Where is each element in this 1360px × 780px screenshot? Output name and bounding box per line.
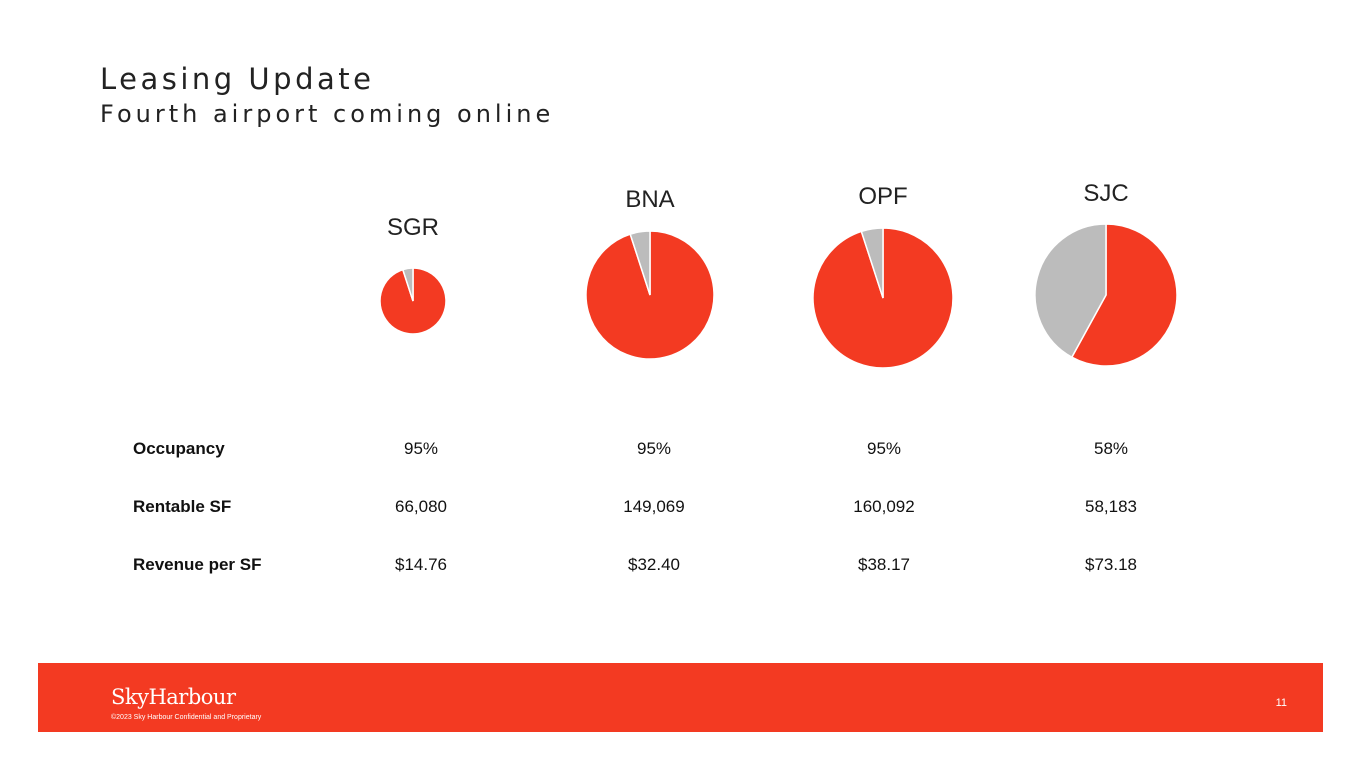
occupancy-opf: 95% [866,439,902,458]
occupancy-sgr: 95% [403,439,439,458]
rentable-sf-sgr: 66,080 [395,497,447,516]
row-label-revenue-per-sf: Revenue per SF [133,555,262,574]
footer-bar: SkyHarbour ©2023 Sky Harbour Confidentia… [38,663,1323,732]
pie-label-opf: OPF [858,183,907,210]
pie-slice-vacant-sjc [1034,223,1107,359]
pie-slice-vacant-sgr [401,267,414,302]
pie-label-sjc: SJC [1083,180,1128,207]
rentable-sf-opf: 160,092 [853,497,915,516]
row-label-occupancy: Occupancy [133,439,225,458]
slide-title: Leasing Update [100,62,375,96]
rentable-sf-bna: 149,069 [623,497,685,516]
revenue-per-sf-bna: $32.40 [628,555,680,574]
copyright-notice: ©2023 Sky Harbour Confidential and Propr… [111,714,262,721]
rentable-sf-sjc: 58,183 [1085,497,1137,516]
slide-subtitle: Fourth airport coming online [100,100,555,128]
page-number: 11 [1275,697,1287,709]
pie-slice-vacant-opf [860,227,884,299]
pie-slice-vacant-bna [629,230,651,296]
occupancy-pie-charts: SGR BNA OPF SJC [379,180,1178,369]
pie-slice-occupied-bna [585,230,715,360]
pie-label-sgr: SGR [387,214,439,241]
pie-label-bna: BNA [625,186,674,213]
revenue-per-sf-opf: $38.17 [858,555,910,574]
sky-harbour-logo: SkyHarbour [111,685,236,709]
pie-slice-occupied-sjc [1070,223,1178,367]
occupancy-bna: 95% [636,439,672,458]
revenue-per-sf-sjc: $73.18 [1085,555,1137,574]
revenue-per-sf-sgr: $14.76 [395,555,447,574]
occupancy-sjc: 58% [1093,439,1129,458]
row-label-rentable-sf: Rentable SF [133,497,232,516]
